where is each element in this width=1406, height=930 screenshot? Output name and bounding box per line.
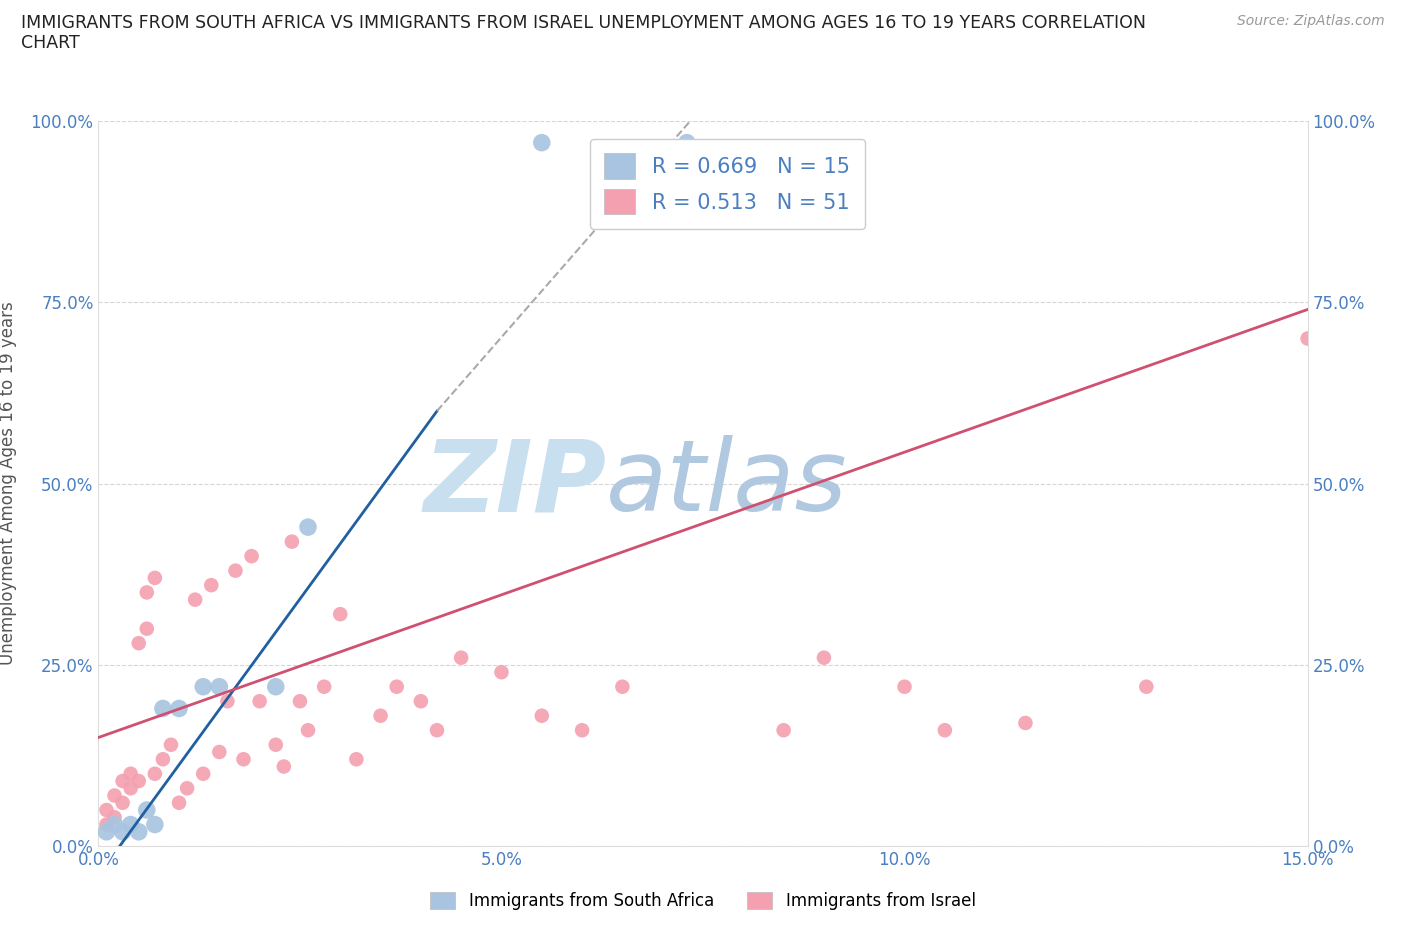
Point xyxy=(193,679,215,694)
Point xyxy=(135,621,157,636)
Text: CHART: CHART xyxy=(21,34,80,52)
Point xyxy=(135,803,157,817)
Point xyxy=(409,694,432,709)
Point xyxy=(103,810,125,825)
Point xyxy=(184,592,207,607)
Legend: R = 0.669   N = 15, R = 0.513   N = 51: R = 0.669 N = 15, R = 0.513 N = 51 xyxy=(589,139,865,229)
Point xyxy=(143,766,166,781)
Point xyxy=(96,803,118,817)
Point xyxy=(120,781,142,796)
Text: IMMIGRANTS FROM SOUTH AFRICA VS IMMIGRANTS FROM ISRAEL UNEMPLOYMENT AMONG AGES 1: IMMIGRANTS FROM SOUTH AFRICA VS IMMIGRAN… xyxy=(21,14,1146,32)
Text: Source: ZipAtlas.com: Source: ZipAtlas.com xyxy=(1237,14,1385,28)
Point xyxy=(530,709,553,724)
Point xyxy=(152,751,174,766)
Point xyxy=(135,585,157,600)
Point xyxy=(676,135,699,150)
Point xyxy=(160,737,183,752)
Point xyxy=(128,824,150,839)
Text: atlas: atlas xyxy=(606,435,848,532)
Point xyxy=(128,774,150,789)
Point xyxy=(772,723,794,737)
Point xyxy=(120,817,142,832)
Point xyxy=(1014,715,1036,730)
Point xyxy=(208,679,231,694)
Point xyxy=(167,701,190,716)
Point xyxy=(329,606,352,621)
Point xyxy=(314,679,336,694)
Y-axis label: Unemployment Among Ages 16 to 19 years: Unemployment Among Ages 16 to 19 years xyxy=(0,301,17,666)
Point xyxy=(370,709,392,724)
Point xyxy=(344,751,367,766)
Point xyxy=(530,135,553,150)
Point xyxy=(385,679,408,694)
Point xyxy=(103,788,125,803)
Point xyxy=(128,636,150,651)
Point xyxy=(249,694,271,709)
Point xyxy=(934,723,956,737)
Point xyxy=(143,817,166,832)
Point xyxy=(111,774,134,789)
Point xyxy=(264,737,287,752)
Point xyxy=(200,578,222,592)
Point xyxy=(193,766,215,781)
Point xyxy=(232,751,254,766)
Point xyxy=(612,679,634,694)
Point xyxy=(1296,331,1319,346)
Point xyxy=(224,564,246,578)
Point xyxy=(240,549,263,564)
Point xyxy=(176,781,198,796)
Point xyxy=(273,759,295,774)
Point xyxy=(1135,679,1157,694)
Point xyxy=(288,694,311,709)
Point xyxy=(143,570,166,585)
Text: ZIP: ZIP xyxy=(423,435,606,532)
Point xyxy=(96,824,118,839)
Legend: Immigrants from South Africa, Immigrants from Israel: Immigrants from South Africa, Immigrants… xyxy=(423,885,983,917)
Point xyxy=(152,701,174,716)
Point xyxy=(167,795,190,810)
Point xyxy=(208,745,231,760)
Point xyxy=(893,679,915,694)
Point xyxy=(111,795,134,810)
Point xyxy=(111,824,134,839)
Point xyxy=(426,723,449,737)
Point xyxy=(297,520,319,535)
Point xyxy=(813,650,835,665)
Point xyxy=(281,534,304,549)
Point xyxy=(264,679,287,694)
Point xyxy=(450,650,472,665)
Point xyxy=(217,694,239,709)
Point xyxy=(571,723,593,737)
Point xyxy=(96,817,118,832)
Point xyxy=(103,817,125,832)
Point xyxy=(120,766,142,781)
Point xyxy=(491,665,513,680)
Point xyxy=(297,723,319,737)
